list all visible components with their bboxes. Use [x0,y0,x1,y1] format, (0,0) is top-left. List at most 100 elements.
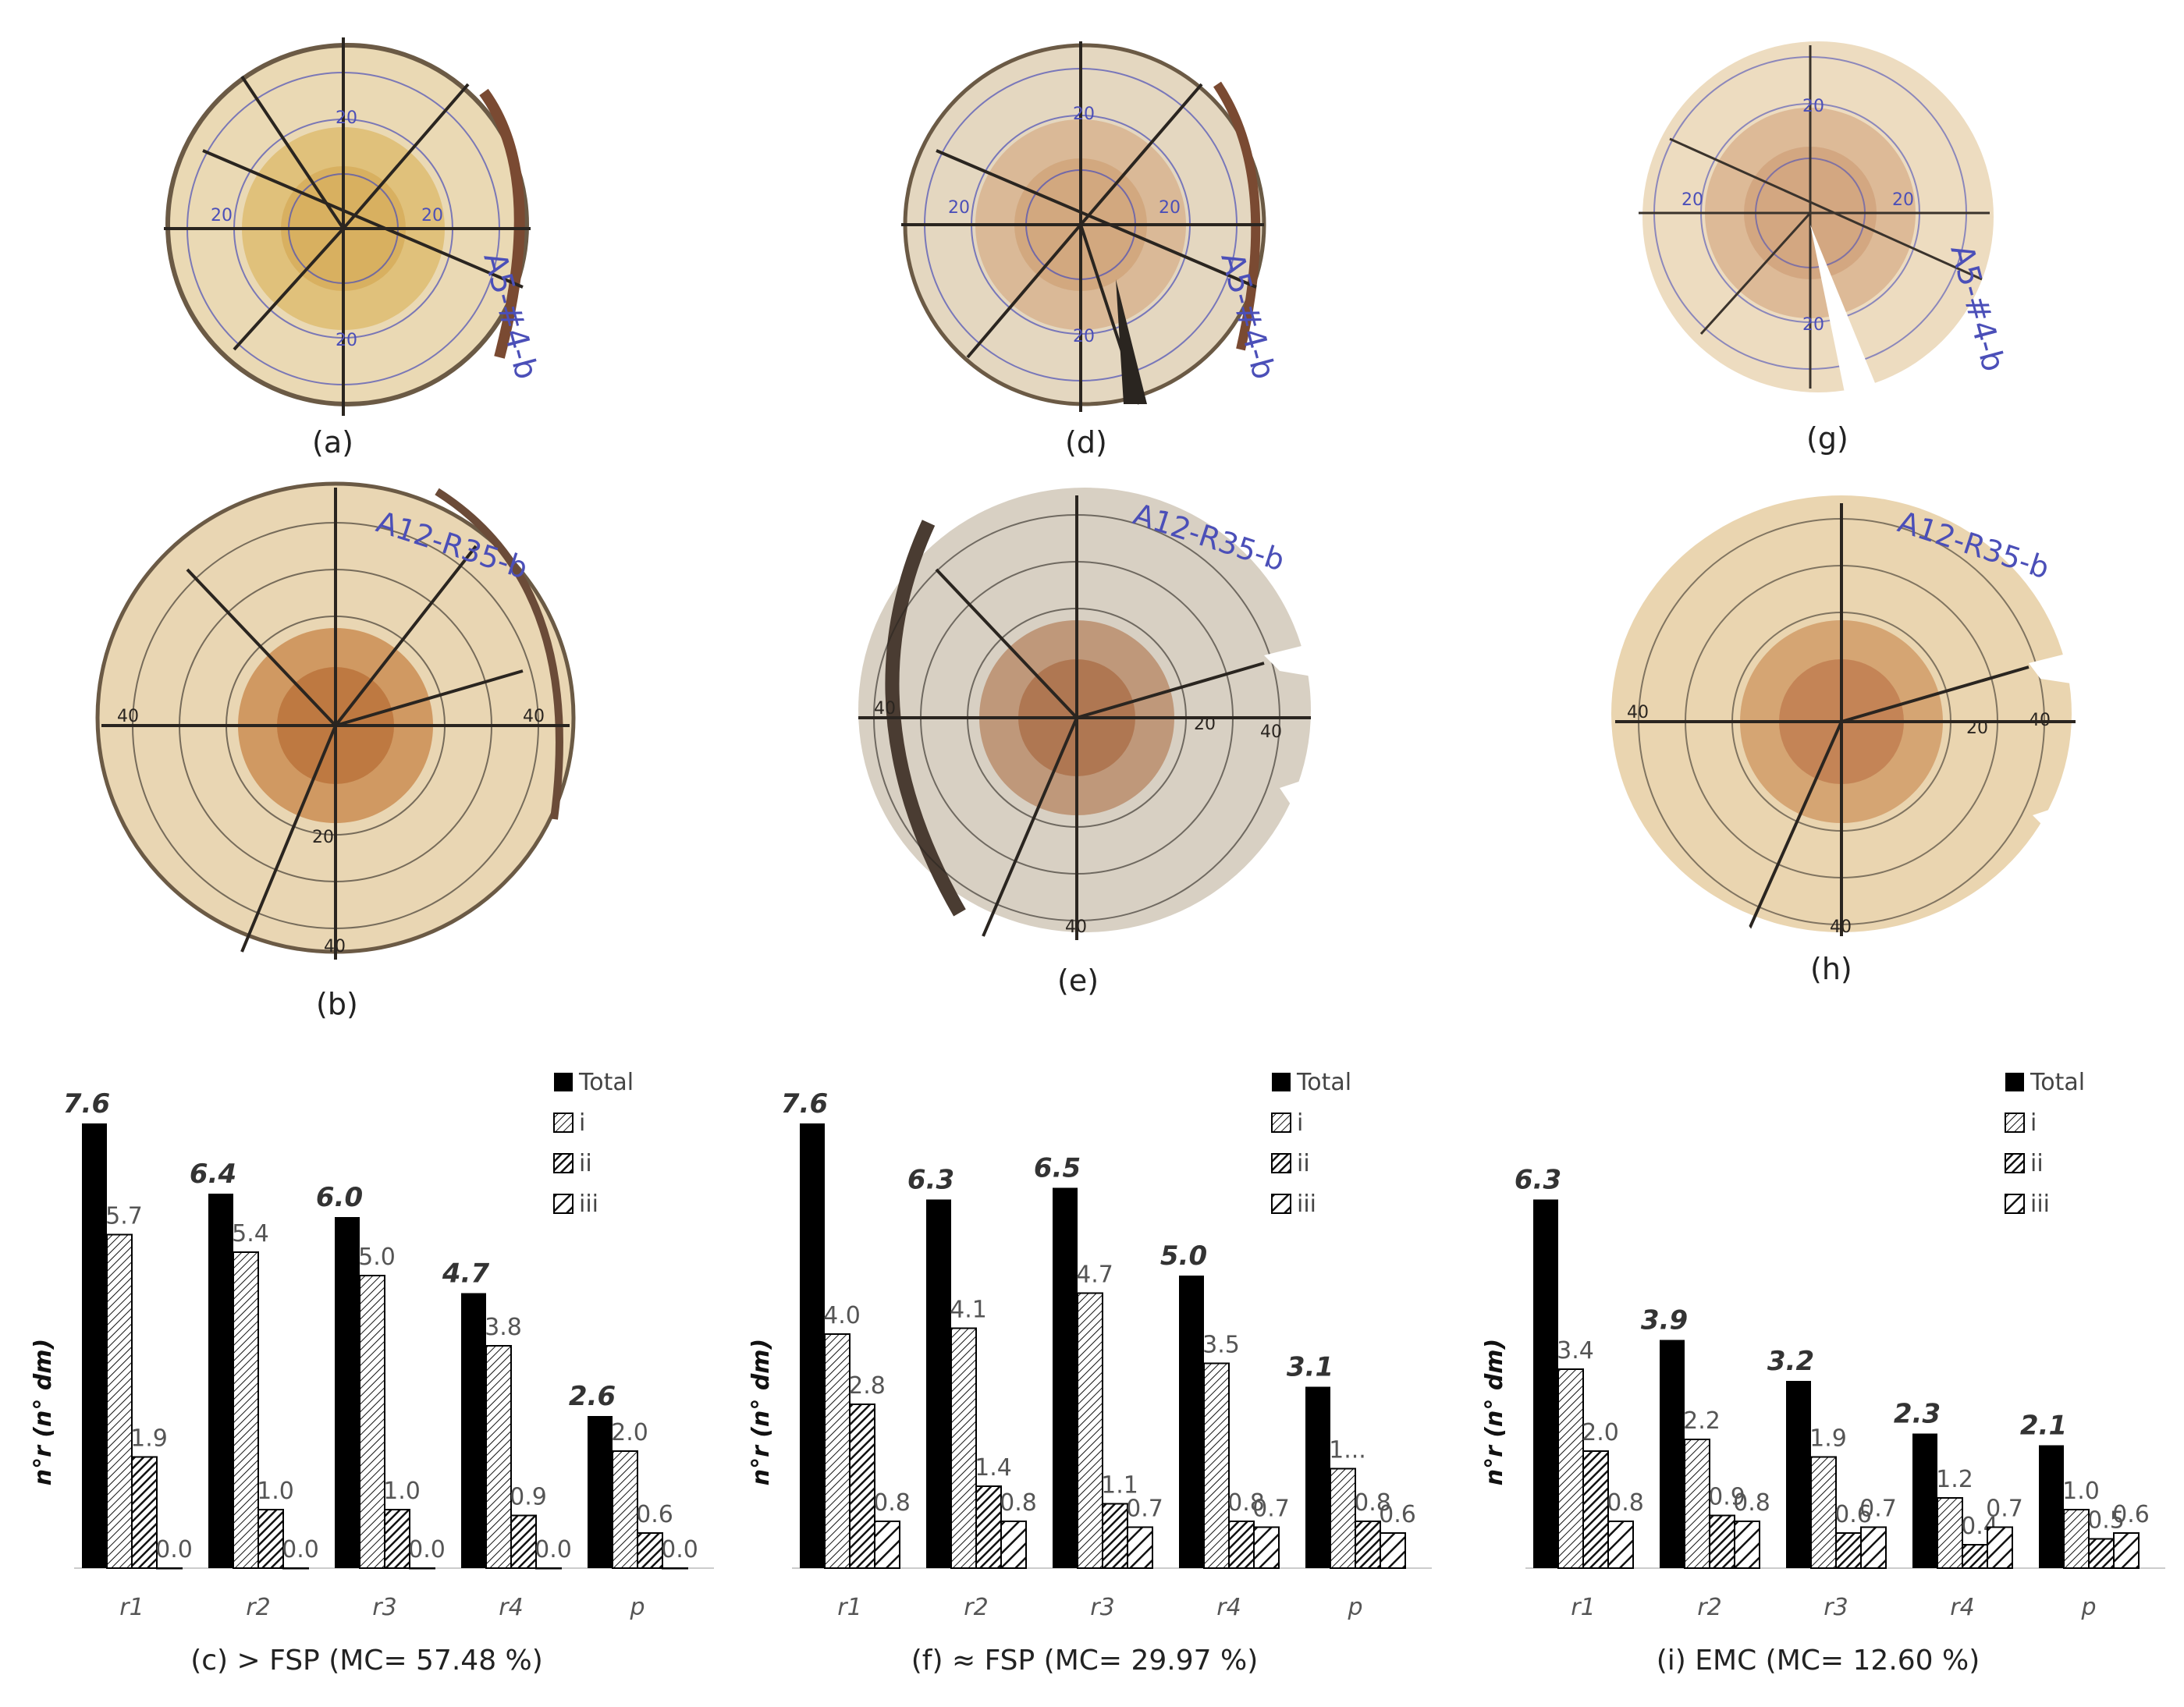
data-label-r2-Total: 6.3 [907,1165,954,1196]
disc-image-b: 40 40 40 20 A12-R35-b [95,481,576,960]
bar-r4-ii [510,1514,537,1569]
svg-text:20: 20 [1159,198,1181,218]
data-label-r1-i: 3.4 [1557,1337,1594,1365]
data-label-r3-i: 1.9 [1809,1425,1847,1453]
data-label-r2-Total: 6.4 [190,1159,236,1190]
legend-swatch-iii [1271,1194,1291,1214]
disc-ring-mark-h-left: 40 [1627,703,1649,722]
disc-label-d: (d) [1065,425,1107,460]
svg-text:20: 20 [421,206,443,225]
bar-r4-iii [535,1567,562,1570]
bar-r3-iii [409,1567,435,1570]
svg-text:20: 20 [336,108,357,128]
category-label-p: p [1347,1594,1362,1621]
bar-r1-i [106,1233,133,1569]
bar-p-ii [1355,1521,1381,1569]
legend-label-Total: Total [578,1069,634,1096]
data-label-p-i: 1... [1329,1437,1366,1464]
category-label-p: p [629,1594,645,1621]
bar-p-Total [1305,1386,1330,1568]
category-label-r1: r1 [119,1594,144,1621]
bar-r2-ii [975,1485,1002,1569]
data-label-r1-ii: 2.0 [1582,1419,1619,1446]
bar-r4-iii [1987,1526,2013,1569]
data-label-p-i: 1.0 [2062,1478,2100,1505]
bar-r4-Total [461,1293,486,1568]
data-label-p-iii: 0.0 [661,1536,698,1563]
legend-swatch-ii [553,1153,574,1173]
chart-c: n°r (n° dm) 7.6 5.7 1.9 0.0 r1 6.4 5.4 1.0 0.0 r2 6… [30,1069,714,1677]
data-label-r1-i: 4.0 [823,1302,861,1329]
data-label-r2-Total: 3.9 [1641,1305,1688,1336]
data-label-r1-Total: 6.3 [1515,1165,1561,1196]
bar-r3-Total [1786,1381,1811,1568]
bar-r1-ii [849,1404,875,1569]
legend-swatch-Total [1272,1073,1291,1091]
disc-ring-mark-b-inner: 20 [312,828,334,847]
data-label-r3-Total: 6.5 [1034,1153,1081,1184]
data-label-p-i: 2.0 [611,1419,648,1446]
chart-caption: (c) > FSP (MC= 57.48 %) [190,1645,543,1677]
bar-r3-i [359,1275,385,1569]
data-label-r2-ii: 1.0 [257,1478,294,1505]
data-label-r2-iii: 0.8 [1733,1489,1770,1517]
disc-ring-mark-h-right: 40 [2029,711,2051,730]
disc-ring-mark-b-left: 40 [117,707,139,726]
disc-image-h: 40 40 40 20 A12-R35-b [1611,495,2091,940]
bar-r2-iii [282,1567,309,1570]
data-label-r2-i: 2.2 [1683,1407,1721,1435]
bar-r1-Total [800,1123,825,1568]
data-label-r1-iii: 0.8 [873,1489,911,1517]
legend-swatch-i [1271,1113,1291,1133]
bar-r1-Total [82,1123,107,1568]
bar-p-iii [662,1567,688,1570]
svg-text:20: 20 [211,206,233,225]
y-axis-label: n°r (n° dm) [30,1339,57,1486]
disc-ring-mark-h-inner: 20 [1966,719,1988,738]
svg-text:20: 20 [1682,190,1703,210]
bar-r3-iii [1860,1526,1887,1569]
bar-r2-i [1684,1439,1710,1569]
data-label-r2-i: 5.4 [232,1220,269,1247]
data-label-r3-iii: 0.7 [1859,1496,1897,1523]
bar-r4-i [1203,1362,1230,1569]
bar-r1-ii [131,1456,158,1569]
bar-p-iii [2113,1532,2140,1569]
bar-r2-iii [1734,1521,1760,1569]
data-label-r4-i: 3.5 [1202,1332,1240,1359]
data-label-r4-Total: 5.0 [1160,1240,1207,1272]
bar-r4-ii [1228,1521,1255,1569]
bar-r3-ii [384,1509,410,1569]
disc-label-a: (a) [312,425,353,460]
bar-r3-ii [1835,1532,1862,1569]
svg-text:20: 20 [1802,315,1824,335]
data-label-r2-iii: 0.8 [1000,1489,1037,1517]
bar-p-i [612,1450,638,1569]
data-label-r2-ii: 0.9 [1708,1484,1745,1511]
disc-image-g: 20 20 20 20 A5-#4-b [1639,37,2012,396]
data-label-p-ii: 0.8 [1354,1489,1391,1517]
category-label-p: p [2080,1594,2096,1621]
data-label-r1-iii: 0.8 [1607,1489,1644,1517]
bar-r1-iii [874,1521,900,1569]
bar-r4-i [485,1345,512,1569]
data-label-p-Total: 2.1 [2020,1411,2067,1442]
data-label-r1-Total: 7.6 [63,1088,110,1120]
category-label-r1: r1 [1571,1594,1595,1621]
legend-label-i: i [579,1109,585,1137]
bar-r4-i [1937,1497,1963,1569]
svg-text:20: 20 [1802,97,1824,116]
bar-r2-i [233,1251,259,1569]
data-label-r4-Total: 2.3 [1894,1399,1941,1430]
disc-ring-mark-b-right: 40 [523,707,545,726]
disc-ring-mark-e-inner: 20 [1194,715,1216,734]
data-label-r2-iii: 0.0 [282,1536,319,1563]
data-label-r1-ii: 2.8 [848,1372,886,1400]
y-axis-label: n°r (n° dm) [1481,1339,1508,1486]
data-label-r3-iii: 0.0 [408,1536,446,1563]
data-label-r4-ii: 0.9 [510,1484,547,1511]
data-label-p-Total: 2.6 [569,1381,616,1412]
data-label-r4-iii: 0.7 [1252,1496,1290,1523]
svg-text:20: 20 [948,198,970,218]
category-label-r3: r3 [1824,1594,1848,1621]
